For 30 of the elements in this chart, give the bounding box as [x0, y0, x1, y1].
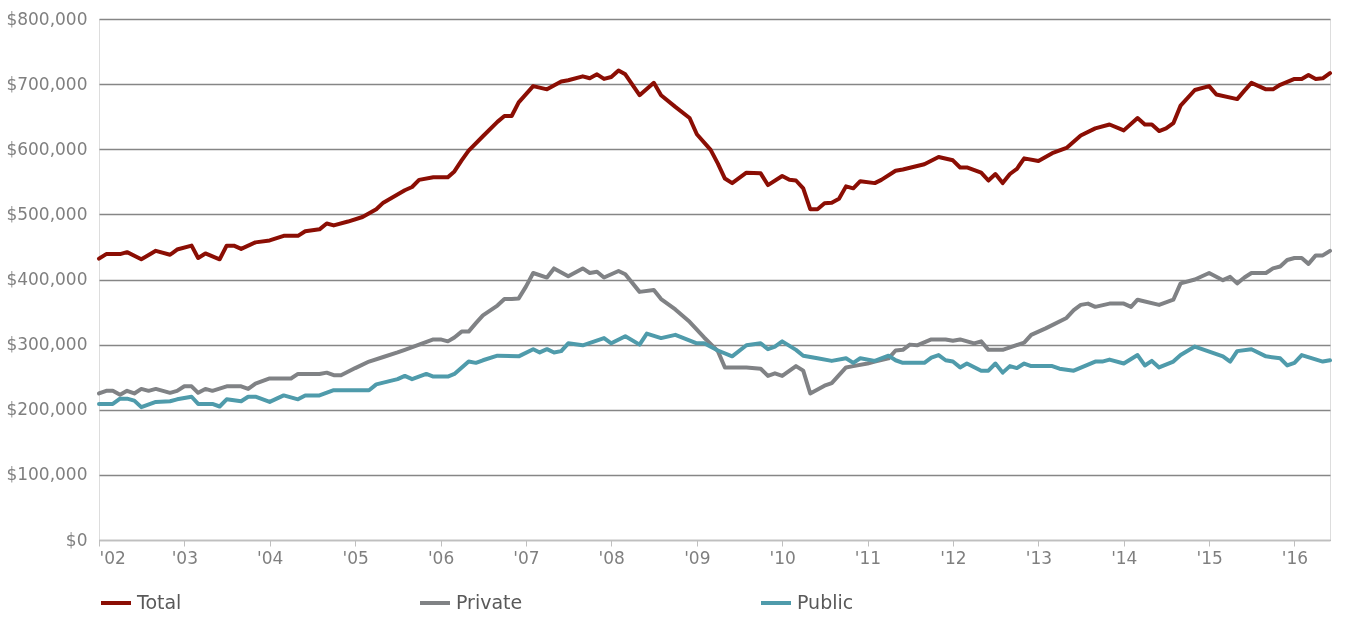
x-tick-label: '06 — [427, 547, 455, 568]
x-tick-label: '13 — [1025, 547, 1053, 568]
x-tick-label: '11 — [854, 547, 882, 568]
y-tick-label: $500,000 — [6, 203, 88, 224]
x-tick-label: '04 — [257, 547, 284, 568]
x-tick-label: '07 — [513, 547, 540, 568]
y-tick-label: $600,000 — [6, 138, 88, 159]
y-tick-label: $700,000 — [6, 73, 88, 94]
line-series — [97, 331, 1332, 410]
x-tick-label: '14 — [1111, 547, 1138, 568]
y-tick-label: $800,000 — [6, 8, 88, 29]
x-tick-label: '16 — [1281, 547, 1309, 568]
line-series — [97, 248, 1332, 397]
legend-label: Public — [797, 591, 854, 613]
line-series — [97, 68, 1332, 262]
y-tick-label: $100,000 — [6, 464, 88, 485]
legend-label: Total — [136, 591, 182, 613]
x-tick-label: '08 — [598, 547, 625, 568]
x-tick-label: '09 — [684, 547, 711, 568]
x-tick-label: '02 — [99, 547, 126, 568]
y-tick-label: $200,000 — [6, 399, 88, 420]
x-tick-label: '15 — [1196, 547, 1223, 568]
x-tick-label: '05 — [342, 547, 369, 568]
y-tick-label: $0 — [65, 529, 88, 550]
x-tick-label: '12 — [940, 547, 967, 568]
y-tick-label: $300,000 — [6, 334, 88, 355]
x-tick-label: '10 — [769, 547, 796, 568]
y-tick-label: $400,000 — [6, 269, 88, 289]
legend-label: Private — [456, 591, 523, 613]
x-tick-label: '03 — [171, 547, 198, 568]
